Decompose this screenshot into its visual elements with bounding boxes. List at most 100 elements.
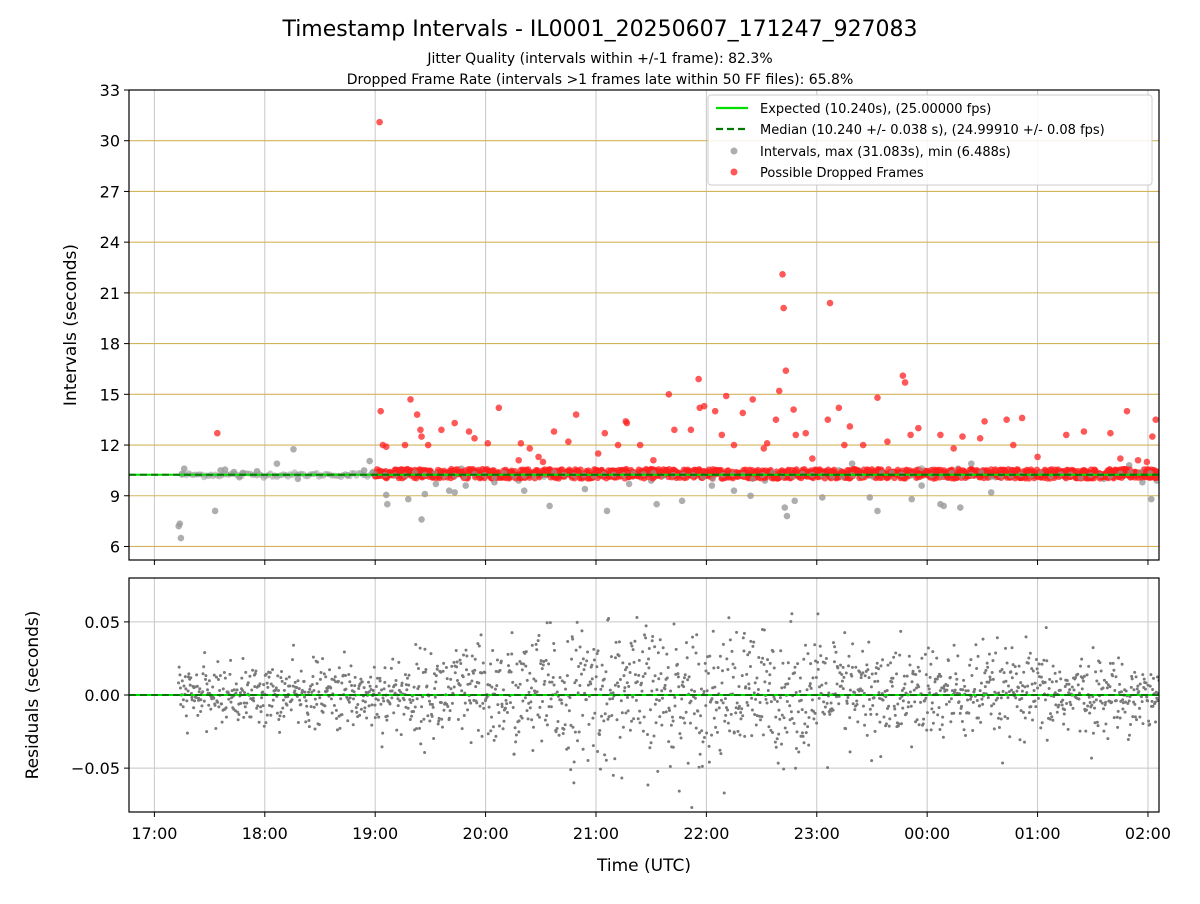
residual-point <box>948 675 952 679</box>
residual-point <box>1001 689 1005 693</box>
residual-point <box>1026 684 1030 688</box>
residual-point <box>1038 683 1042 687</box>
residual-point <box>988 675 992 679</box>
residual-point <box>605 702 609 706</box>
residual-point <box>763 680 767 684</box>
residual-point <box>602 719 606 723</box>
residual-point <box>492 738 496 742</box>
residual-point <box>771 731 775 735</box>
residual-point <box>534 642 538 646</box>
bottom-xtick-label: 20:00 <box>463 824 509 843</box>
residual-point <box>471 671 475 675</box>
residual-point <box>246 681 250 685</box>
residual-point <box>659 672 663 676</box>
residual-point <box>497 711 501 715</box>
residual-point <box>751 644 755 648</box>
residual-point <box>277 718 281 722</box>
residual-point <box>719 698 723 702</box>
residual-point <box>555 727 559 731</box>
residual-point <box>806 652 810 656</box>
residual-point <box>576 691 580 695</box>
dropped-frame-point <box>526 445 534 452</box>
residual-point <box>264 672 268 676</box>
top-ytick-label: 9 <box>110 487 120 506</box>
residual-point <box>966 689 970 693</box>
interval-point <box>462 482 470 489</box>
residual-point <box>525 678 529 682</box>
residual-point <box>1138 682 1142 686</box>
residual-point <box>318 696 322 700</box>
residual-point <box>530 643 534 647</box>
residual-point <box>338 726 342 730</box>
chart-legend: Expected (10.240s), (25.00000 fps) Media… <box>707 94 1153 186</box>
residual-point <box>412 709 416 713</box>
residual-point <box>922 717 926 721</box>
residual-point <box>964 733 968 737</box>
residual-point <box>371 688 375 692</box>
residual-point <box>962 678 966 682</box>
interval-point <box>445 487 453 494</box>
residual-point <box>1084 708 1088 712</box>
residual-point <box>729 712 733 716</box>
residual-point <box>461 675 465 679</box>
residual-point <box>549 705 553 709</box>
residual-point <box>952 643 956 647</box>
residual-point <box>1099 699 1103 703</box>
residual-point <box>186 675 190 679</box>
dropped-frame-point <box>417 426 424 434</box>
residual-point <box>307 690 311 694</box>
residual-point <box>1003 715 1007 719</box>
residual-point <box>285 703 289 707</box>
residual-point <box>570 635 574 639</box>
residual-point <box>699 687 703 691</box>
residual-point <box>653 702 657 706</box>
residual-point <box>442 661 446 665</box>
residual-point <box>177 665 181 669</box>
residual-point <box>1034 705 1038 709</box>
residual-point <box>873 680 877 684</box>
interval-point <box>491 474 498 481</box>
residual-point <box>748 650 752 654</box>
residual-point <box>527 690 531 694</box>
residual-point <box>1119 690 1123 694</box>
residual-point <box>399 733 403 737</box>
residual-point <box>720 669 724 673</box>
residual-point <box>924 696 928 700</box>
residual-point <box>897 722 901 726</box>
residual-point <box>1148 722 1152 726</box>
residual-point <box>731 662 735 666</box>
residual-point <box>757 655 761 659</box>
residual-point <box>200 704 204 708</box>
residual-point <box>677 789 681 793</box>
residual-point <box>728 729 732 733</box>
residual-point <box>422 717 426 721</box>
residual-point <box>693 696 697 700</box>
residual-point <box>362 686 366 690</box>
residual-point <box>561 732 565 736</box>
interval-point <box>866 494 874 501</box>
residual-point <box>350 709 354 713</box>
residual-point <box>1077 691 1081 695</box>
residual-point <box>623 686 627 690</box>
residual-point <box>896 702 900 706</box>
interval-point <box>783 512 791 520</box>
residual-point <box>783 685 787 689</box>
residual-point <box>585 659 589 663</box>
residual-point <box>655 688 659 692</box>
residual-point <box>836 666 840 670</box>
residual-point <box>1149 673 1153 677</box>
residual-point <box>540 739 544 743</box>
residual-point <box>265 681 269 685</box>
residual-point <box>768 681 772 685</box>
residual-point <box>298 698 302 702</box>
residual-point <box>912 688 916 692</box>
residual-point <box>737 704 741 708</box>
residual-point <box>741 636 745 640</box>
residual-point <box>887 724 891 728</box>
residual-point <box>667 740 671 744</box>
residual-point <box>481 661 485 665</box>
residual-point <box>789 710 793 714</box>
residual-point <box>851 702 855 706</box>
residual-point <box>243 705 247 709</box>
interval-point <box>176 520 184 527</box>
